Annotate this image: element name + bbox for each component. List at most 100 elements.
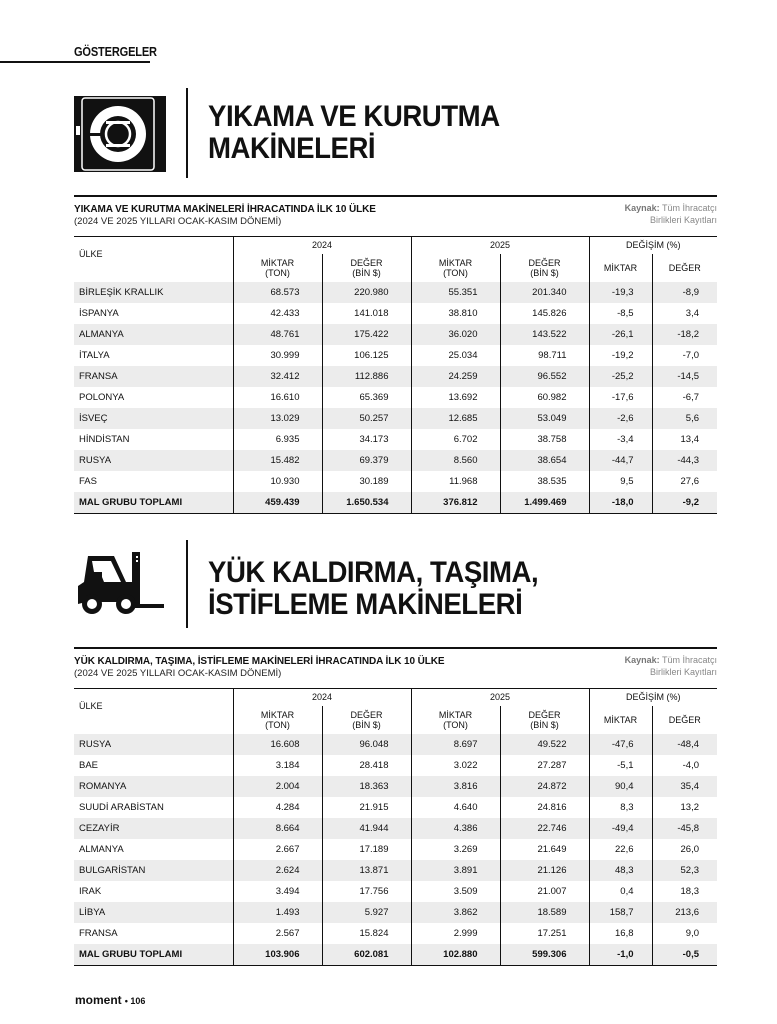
table-row: POLONYA 16.610 65.369 13.692 60.982 -17,6 -6,7 bbox=[74, 387, 717, 408]
change-value-cell: -48,4 bbox=[651, 734, 717, 755]
value-2025-cell: 143.522 bbox=[499, 324, 589, 345]
value-2025-cell: 17.251 bbox=[499, 923, 589, 944]
value-2024-cell: 69.379 bbox=[321, 450, 411, 471]
country-cell: HİNDİSTAN bbox=[79, 434, 130, 445]
value-2025-cell: 145.826 bbox=[499, 303, 589, 324]
qty-2024-cell: 15.482 bbox=[232, 450, 322, 471]
change-qty-cell: 0,4 bbox=[588, 881, 652, 902]
qty-2025-cell: 13.692 bbox=[410, 387, 500, 408]
title-line: YÜK KALDIRMA, TAŞIMA, bbox=[208, 556, 539, 589]
section-title-2: YÜK KALDIRMA, TAŞIMA, İSTİFLEME MAKİNELE… bbox=[208, 556, 539, 621]
table-row: SUUDİ ARABİSTAN 4.284 21.915 4.640 24.816 8,3… bbox=[74, 797, 717, 818]
qty-2024-cell: 2.567 bbox=[232, 923, 322, 944]
change-value-cell: -8,9 bbox=[651, 282, 717, 303]
change-value-cell: 5,6 bbox=[651, 408, 717, 429]
header-country: ÜLKE bbox=[79, 248, 103, 259]
value-2024-cell: 106.125 bbox=[321, 345, 411, 366]
header-2025: 2025 bbox=[410, 688, 589, 706]
country-cell: SUUDİ ARABİSTAN bbox=[79, 802, 164, 813]
value-2024-cell: 13.871 bbox=[321, 860, 411, 881]
country-cell: BİRLEŞİK KRALLIK bbox=[74, 282, 233, 303]
qty-2025-cell: 55.351 bbox=[410, 282, 500, 303]
table-row: CEZAYİR 8.664 41.944 4.386 22.746 -49,4 -45,8 bbox=[74, 818, 717, 839]
qty-2025-cell: 3.891 bbox=[410, 860, 500, 881]
change-value-cell: 213,6 bbox=[651, 902, 717, 923]
value-2025-cell: 49.522 bbox=[499, 734, 589, 755]
table-row: LİBYA 1.493 5.927 3.862 18.589 158,7 213,6 bbox=[74, 902, 717, 923]
value-2024-cell: 28.418 bbox=[321, 755, 411, 776]
table-row: RUSYA 16.608 96.048 8.697 49.522 -47,6 -48,4 bbox=[74, 734, 717, 755]
change-qty-cell: -44,7 bbox=[588, 450, 652, 471]
value-2024-cell: 220.980 bbox=[321, 282, 411, 303]
table-top-rule bbox=[74, 647, 717, 649]
table-top-rule bbox=[74, 195, 717, 197]
header-country: ÜLKE bbox=[79, 700, 103, 711]
header-2024: 2024 bbox=[232, 688, 411, 706]
value-2025-cell: 24.872 bbox=[499, 776, 589, 797]
source-text: Birlikleri Kayıtları bbox=[649, 215, 717, 225]
change-value-cell: -45,8 bbox=[651, 818, 717, 839]
table-row: IRAK 3.494 17.756 3.509 21.007 0,4 18,3 bbox=[74, 881, 717, 902]
header-value: DEĞER (BİN $) bbox=[499, 254, 589, 282]
country-cell: CEZAYİR bbox=[74, 818, 233, 839]
change-qty-cell: -2,6 bbox=[588, 408, 652, 429]
title-line: İSTİFLEME MAKİNELERİ bbox=[208, 588, 523, 621]
header-value: DEĞER (BİN $) bbox=[321, 254, 411, 282]
source-label: Kaynak: bbox=[624, 655, 660, 665]
value-2025-cell: 1.499.469 bbox=[499, 492, 589, 513]
value-2025-cell: 24.816 bbox=[499, 797, 589, 818]
header-2024: 2024 bbox=[232, 236, 411, 254]
country-cell: BAE bbox=[79, 760, 99, 771]
title-divider bbox=[186, 88, 188, 178]
table-row: İTALYA 30.999 106.125 25.034 98.711 -19,2 -7,0 bbox=[74, 345, 717, 366]
title-line: MAKİNELERİ bbox=[208, 132, 376, 165]
country-cell: FRANSA bbox=[74, 366, 233, 387]
qty-2025-cell: 2.999 bbox=[410, 923, 500, 944]
table-row: ROMANYA 2.004 18.363 3.816 24.872 90,4 35,4 bbox=[74, 776, 717, 797]
qty-2024-cell: 48.761 bbox=[232, 324, 322, 345]
total-row: MAL GRUBU TOPLAMI 103.906 602.081 102.880 59… bbox=[74, 944, 717, 965]
value-2024-cell: 50.257 bbox=[321, 408, 411, 429]
value-2025-cell: 38.758 bbox=[499, 429, 589, 450]
table-row: FRANSA 32.412 112.886 24.259 96.552 -25,2 -14,… bbox=[74, 366, 717, 387]
value-2025-cell: 599.306 bbox=[499, 944, 589, 965]
header-change-value: DEĞER bbox=[651, 254, 717, 282]
table-title: YIKAMA VE KURUTMA MAKİNELERİ İHRACATINDA… bbox=[74, 203, 376, 215]
value-2025-cell: 21.649 bbox=[499, 839, 589, 860]
value-2025-cell: 22.746 bbox=[499, 818, 589, 839]
country-cell: İSPANYA bbox=[79, 308, 119, 319]
value-2025-cell: 21.007 bbox=[499, 881, 589, 902]
value-2025-cell: 201.340 bbox=[499, 282, 589, 303]
qty-2024-cell: 10.930 bbox=[232, 471, 322, 492]
value-2025-cell: 98.711 bbox=[499, 345, 589, 366]
source-text: Tüm İhracatçı bbox=[661, 203, 717, 213]
section-underline bbox=[0, 61, 150, 63]
country-cell: POLONYA bbox=[79, 392, 125, 403]
footer: moment • 106 bbox=[75, 993, 145, 1007]
change-qty-cell: 9,5 bbox=[588, 471, 652, 492]
value-2025-cell: 60.982 bbox=[499, 387, 589, 408]
header-value: DEĞER (BİN $) bbox=[499, 706, 589, 734]
qty-2025-cell: 376.812 bbox=[410, 492, 500, 513]
qty-2024-cell: 32.412 bbox=[232, 366, 322, 387]
qty-2025-cell: 11.968 bbox=[410, 471, 500, 492]
qty-2024-cell: 13.029 bbox=[232, 408, 322, 429]
change-qty-cell: -19,3 bbox=[588, 282, 652, 303]
country-cell: ROMANYA bbox=[74, 776, 233, 797]
change-qty-cell: 8,3 bbox=[588, 797, 652, 818]
change-value-cell: 3,4 bbox=[651, 303, 717, 324]
header-quantity: MİKTAR (TON) bbox=[410, 706, 500, 734]
qty-2024-cell: 30.999 bbox=[232, 345, 322, 366]
value-2024-cell: 30.189 bbox=[321, 471, 411, 492]
change-qty-cell: 90,4 bbox=[588, 776, 652, 797]
value-2025-cell: 53.049 bbox=[499, 408, 589, 429]
change-value-cell: 52,3 bbox=[651, 860, 717, 881]
page-number: • 106 bbox=[124, 996, 146, 1006]
change-qty-cell: 158,7 bbox=[588, 902, 652, 923]
country-cell: MAL GRUBU TOPLAMI bbox=[74, 944, 233, 965]
forklift-icon bbox=[78, 552, 164, 614]
change-value-cell: 13,4 bbox=[651, 429, 717, 450]
qty-2025-cell: 12.685 bbox=[410, 408, 500, 429]
table-row: RUSYA 15.482 69.379 8.560 38.654 -44,7 -44,3 bbox=[74, 450, 717, 471]
header-quantity: MİKTAR (TON) bbox=[232, 254, 322, 282]
